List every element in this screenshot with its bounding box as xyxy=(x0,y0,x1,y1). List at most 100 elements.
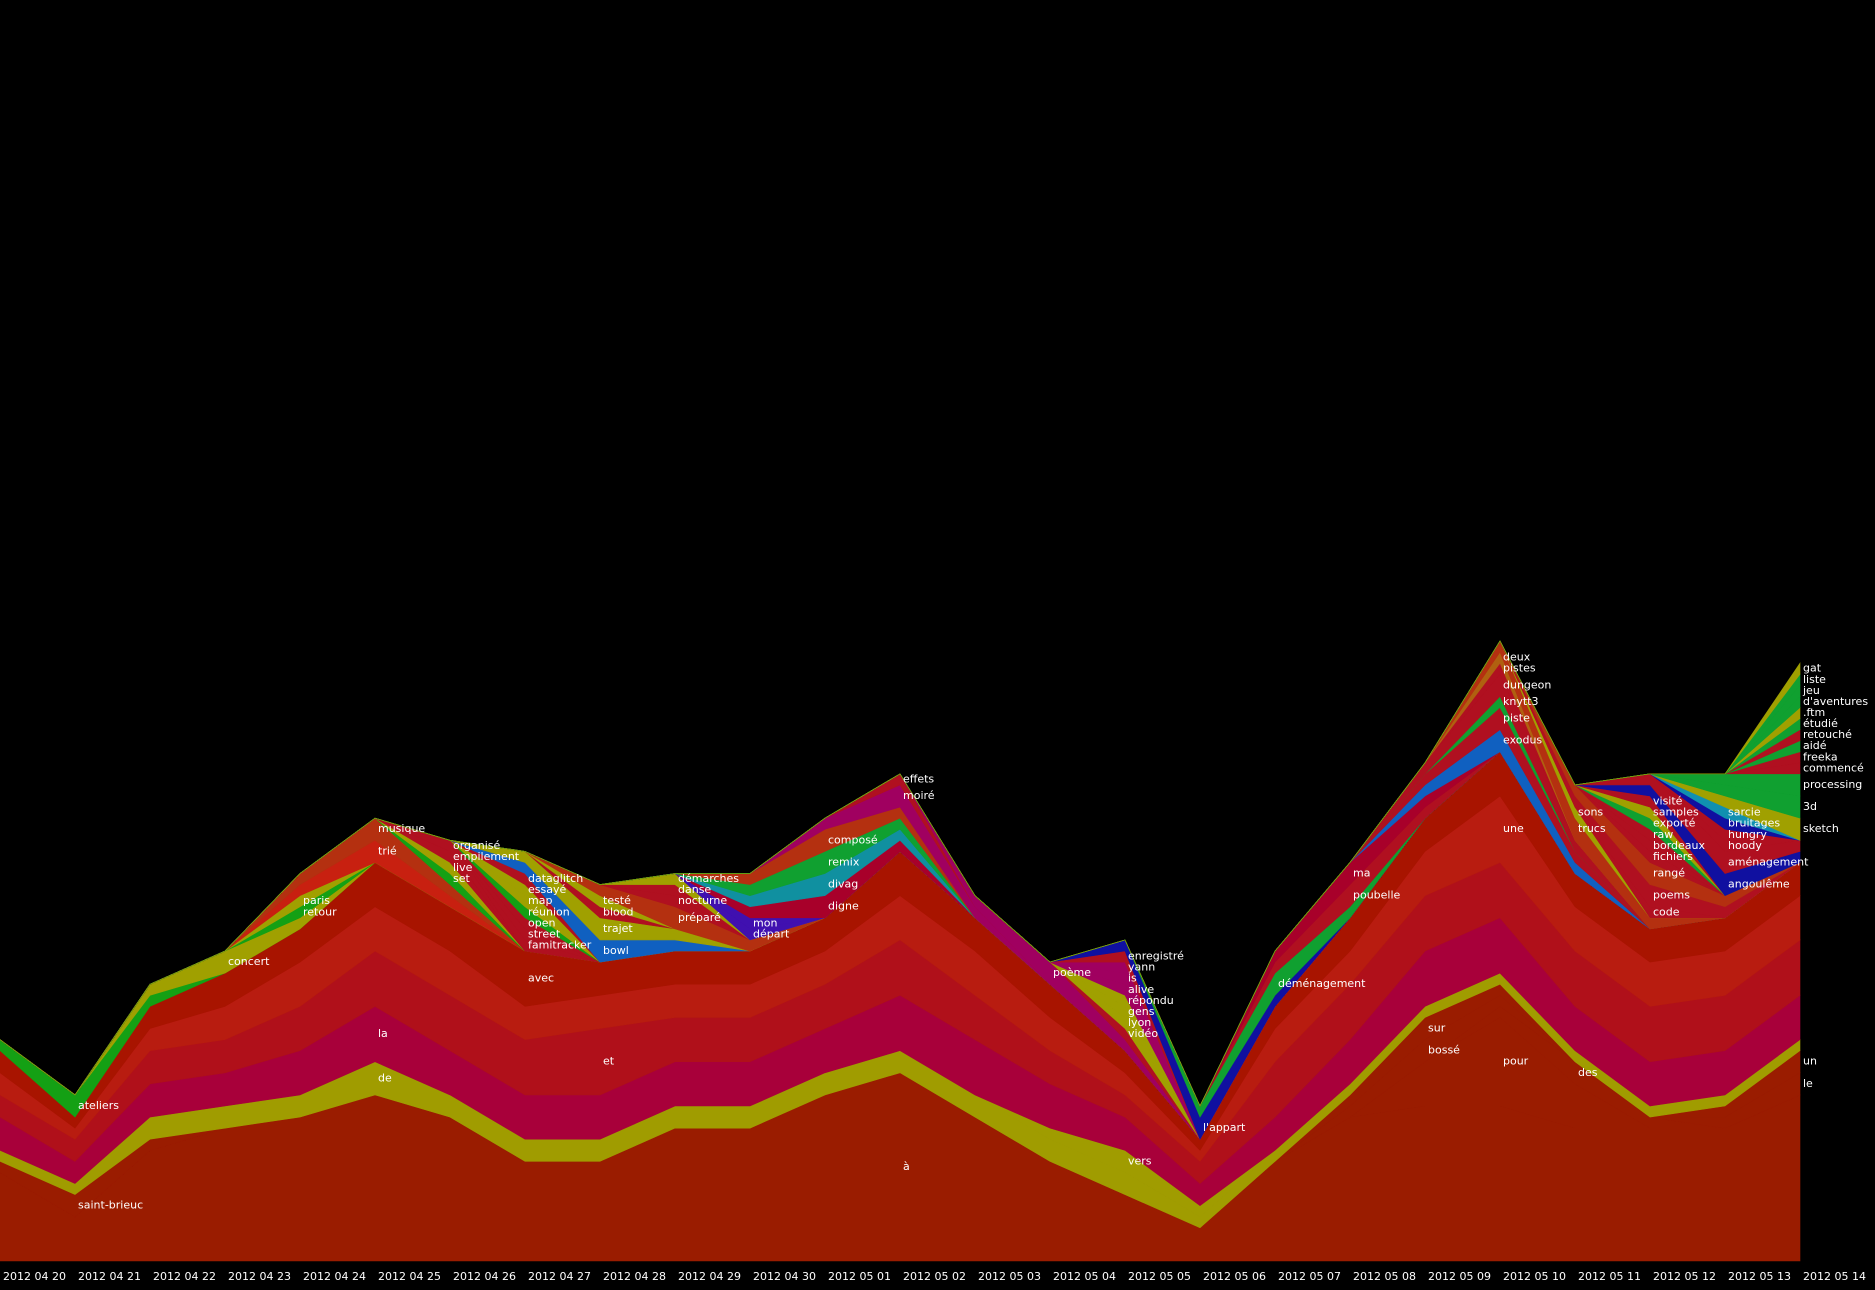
word-label: testé xyxy=(603,894,631,907)
word-label: hoody xyxy=(1728,839,1762,852)
word-label: angoulême xyxy=(1728,878,1790,891)
word-label: pistes xyxy=(1503,662,1536,675)
word-label: démarches xyxy=(678,872,739,885)
labels: à pour des bossé sur le un saint-brieuc de vers la… xyxy=(78,651,1868,1212)
word-label: dataglitch xyxy=(528,872,583,885)
word-label: poème xyxy=(1053,966,1091,979)
word-label: trucs xyxy=(1578,822,1606,835)
word-label: nocturne xyxy=(678,894,727,907)
word-label: bossé xyxy=(1428,1044,1460,1057)
word-label: deux xyxy=(1503,651,1531,664)
word-label: bruitages xyxy=(1728,817,1780,830)
word-label: composé xyxy=(828,833,878,846)
word-label: d'aventures xyxy=(1803,695,1868,708)
word-label: aménagement xyxy=(1728,855,1809,868)
word-label: un xyxy=(1803,1055,1817,1068)
word-label: trié xyxy=(378,844,397,857)
word-label: .ftm xyxy=(1803,706,1825,719)
word-label: blood xyxy=(603,905,633,918)
word-label: une xyxy=(1503,822,1524,835)
word-label: étudié xyxy=(1803,717,1838,730)
word-label: famitracker xyxy=(528,938,592,951)
word-label: de xyxy=(378,1071,392,1084)
word-label: des xyxy=(1578,1066,1598,1079)
x-tick-label: 2012 05 03 xyxy=(978,1270,1041,1283)
word-label: à xyxy=(903,1160,910,1173)
x-tick-label: 2012 05 06 xyxy=(1203,1270,1266,1283)
x-tick-label: 2012 04 25 xyxy=(378,1270,441,1283)
word-label: organisé xyxy=(453,839,501,852)
x-tick-label: 2012 05 05 xyxy=(1128,1270,1191,1283)
word-label: bowl xyxy=(603,944,629,957)
x-tick-label: 2012 04 24 xyxy=(303,1270,366,1283)
word-label: set xyxy=(453,872,470,885)
word-label: ma xyxy=(1353,867,1370,880)
word-label: retour xyxy=(303,905,337,918)
x-tick-label: 2012 05 13 xyxy=(1728,1270,1791,1283)
word-label: bordeaux xyxy=(1653,839,1706,852)
word-label: la xyxy=(378,1027,388,1040)
word-label: sketch xyxy=(1803,822,1839,835)
word-label: alive xyxy=(1128,983,1154,996)
word-label: remix xyxy=(828,855,860,868)
word-label: et xyxy=(603,1055,615,1068)
word-label: l'appart xyxy=(1203,1121,1246,1134)
word-label: liste xyxy=(1803,673,1826,686)
x-tick-label: 2012 04 21 xyxy=(78,1270,141,1283)
x-tick-label: 2012 04 28 xyxy=(603,1270,666,1283)
word-label: trajet xyxy=(603,922,633,935)
word-label: préparé xyxy=(678,911,721,924)
word-label: commencé xyxy=(1803,761,1864,774)
word-label: sons xyxy=(1578,806,1603,819)
x-tick-label: 2012 05 01 xyxy=(828,1270,891,1283)
x-tick-label: 2012 05 04 xyxy=(1053,1270,1116,1283)
areas xyxy=(0,640,1801,1262)
word-label: départ xyxy=(753,927,790,940)
word-label: dungeon xyxy=(1503,678,1551,691)
x-tick-label: 2012 05 09 xyxy=(1428,1270,1491,1283)
word-label: paris xyxy=(303,894,330,907)
x-tick-label: 2012 04 23 xyxy=(228,1270,291,1283)
x-tick-label: 2012 04 26 xyxy=(453,1270,516,1283)
word-label: aidé xyxy=(1803,739,1827,752)
word-label: sarcie xyxy=(1728,806,1761,819)
word-label: samples xyxy=(1653,806,1699,819)
word-label: moiré xyxy=(903,789,935,802)
word-label: is xyxy=(1128,972,1137,985)
word-label: ateliers xyxy=(78,1099,119,1112)
word-label: le xyxy=(1803,1077,1813,1090)
word-label: saint-brieuc xyxy=(78,1199,143,1212)
word-label: freeka xyxy=(1803,750,1838,763)
word-label: danse xyxy=(678,883,711,896)
word-label: avec xyxy=(528,972,554,985)
word-label: hungry xyxy=(1728,828,1767,841)
x-tick-label: 2012 04 22 xyxy=(153,1270,216,1283)
x-tick-label: 2012 05 08 xyxy=(1353,1270,1416,1283)
word-label: répondu xyxy=(1128,994,1174,1007)
word-label: poems xyxy=(1653,889,1690,902)
x-tick-label: 2012 05 12 xyxy=(1653,1270,1716,1283)
word-label: raw xyxy=(1653,828,1673,841)
word-label: divag xyxy=(828,878,858,891)
x-tick-label: 2012 05 14 xyxy=(1803,1270,1866,1283)
x-axis: 2012 04 20 2012 04 21 2012 04 22 2012 04 23… xyxy=(0,1262,1875,1290)
word-label: map xyxy=(528,894,552,907)
word-label: réunion xyxy=(528,905,570,918)
word-label: déménagement xyxy=(1278,977,1366,990)
word-label: fichiers xyxy=(1653,850,1693,863)
x-tick-label: 2012 05 11 xyxy=(1578,1270,1641,1283)
word-label: gat xyxy=(1803,662,1822,675)
word-label: lyon xyxy=(1128,1016,1151,1029)
word-label: visité xyxy=(1653,795,1683,808)
word-label: retouché xyxy=(1803,728,1852,741)
x-tick-label: 2012 04 27 xyxy=(528,1270,591,1283)
word-label: live xyxy=(453,861,473,874)
word-label: vidéo xyxy=(1128,1027,1158,1040)
word-label: exodus xyxy=(1503,734,1542,747)
x-tick-label: 2012 05 07 xyxy=(1278,1270,1341,1283)
word-label: yann xyxy=(1128,961,1155,974)
axis-strip xyxy=(0,1262,1875,1290)
word-label: processing xyxy=(1803,778,1862,791)
